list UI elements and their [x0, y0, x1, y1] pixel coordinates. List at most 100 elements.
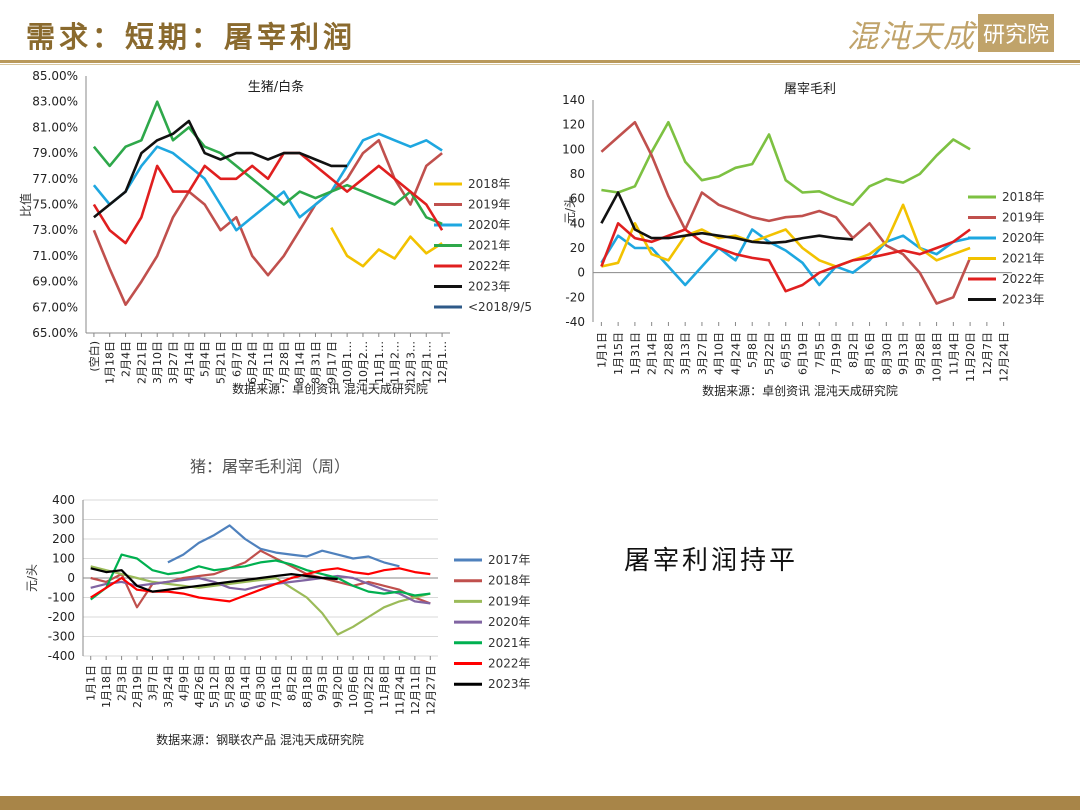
series-line	[601, 120, 971, 207]
x-tick-label: 1月15日	[612, 332, 625, 375]
x-tick-label: 11月1…	[373, 341, 386, 384]
x-tick-label: 11月8日	[378, 665, 391, 708]
x-tick-label: 11月20日	[964, 332, 977, 382]
legend-label: <2018/9/5	[468, 300, 532, 314]
x-tick-label: 9月17日	[325, 341, 338, 384]
y-tick-label: 77.00%	[32, 172, 78, 186]
x-tick-label: 1月1日	[85, 665, 98, 701]
y-tick-label: 100	[52, 552, 75, 566]
x-tick-label: 3月27日	[696, 332, 709, 375]
x-tick-label: 11月2…	[389, 341, 402, 384]
x-tick-label: 5月22日	[763, 332, 776, 375]
legend-label: 2018年	[1002, 190, 1045, 204]
logo-box: 研究院	[977, 14, 1054, 52]
legend-label: 2020年	[1002, 231, 1045, 245]
x-tick-label: 8月16日	[864, 332, 877, 375]
legend-label: 2017年	[488, 553, 531, 567]
x-tick-label: 2月4日	[120, 341, 133, 377]
legend-label: 2021年	[1002, 252, 1045, 266]
chart-title: 生猪/白条	[248, 79, 304, 95]
y-tick-label: -20	[565, 290, 585, 304]
y-tick-label: 81.00%	[32, 120, 78, 134]
x-tick-label: 3月7日	[146, 665, 159, 701]
x-tick-label: 5月21日	[215, 341, 228, 384]
page-title: 需求：短期：屠宰利润	[26, 20, 357, 54]
x-tick-label: 12月27日	[424, 665, 437, 715]
series-line	[90, 553, 431, 601]
legend-label: 2021年	[488, 636, 531, 650]
x-tick-label: (空白)	[87, 341, 101, 372]
chart-3: 猪：屠宰毛利润（周） -400 -300 -200 -100 0 100 200 300 400 元…	[25, 457, 531, 747]
legend-label: 2022年	[488, 657, 531, 671]
x-tick-label: 7月28日	[278, 341, 291, 384]
y-tick-label: -400	[48, 649, 75, 663]
legend-label: 2022年	[468, 259, 511, 273]
x-tick-label: 2月19日	[131, 665, 144, 708]
y-tick-label: 400	[52, 493, 75, 507]
legend-label: 2022年	[1002, 272, 1045, 286]
x-tick-label: 6月19日	[797, 332, 810, 375]
x-tick-label: 3月10日	[151, 341, 164, 384]
x-tick-label: 9月3日	[316, 665, 329, 701]
x-tick-label: 12月3…	[404, 341, 417, 384]
brand-logo: 混沌天成 研究院	[846, 12, 1054, 55]
x-tick-label: 9月13日	[897, 332, 910, 375]
series-line	[93, 119, 348, 219]
y-tick-label: -40	[565, 315, 585, 329]
header-rule-thin	[0, 64, 1080, 65]
series-line	[601, 203, 971, 268]
chart-title: 屠宰毛利	[784, 81, 836, 97]
y-tick-label: 69.00%	[32, 275, 78, 289]
source-note: 数据来源：卓创资讯 混沌天成研究院	[232, 381, 428, 396]
legend-label: 2018年	[488, 574, 531, 588]
legend-label: 2018年	[468, 177, 511, 191]
series-line	[92, 151, 444, 245]
x-tick-label: 4月14日	[183, 341, 196, 384]
y-tick-label: 80	[570, 167, 585, 181]
x-tick-label: 7月11日	[262, 341, 275, 384]
y-axis-label: 元/头	[25, 564, 39, 592]
x-tick-label: 6月30日	[255, 665, 268, 708]
x-tick-label: 6月7日	[230, 341, 243, 377]
x-tick-label: 8月18日	[301, 665, 314, 708]
x-tick-label: 3月24日	[162, 665, 175, 708]
series-line	[90, 567, 338, 593]
x-tick-label: 3月13日	[679, 332, 692, 375]
series-line	[600, 120, 972, 305]
x-tick-label: 4月26日	[193, 665, 206, 708]
y-tick-label: 40	[570, 216, 585, 230]
x-tick-label: 5月28日	[224, 665, 237, 708]
legend-label: 2023年	[488, 677, 531, 691]
footer-bar	[0, 796, 1080, 810]
x-tick-label: 11月4日	[947, 332, 960, 375]
series-line	[90, 565, 431, 636]
logo-script: 混沌天成	[846, 18, 975, 55]
series-line	[92, 139, 443, 306]
y-tick-label: -200	[48, 610, 75, 624]
legend-label: 2021年	[468, 239, 511, 253]
x-tick-label: 8月2日	[847, 332, 860, 368]
x-tick-label: 6月14日	[239, 665, 252, 708]
y-tick-label: 73.00%	[32, 223, 78, 237]
y-tick-label: 20	[570, 241, 585, 255]
x-tick-label: 12月1…	[436, 341, 449, 384]
y-tick-label: 79.00%	[32, 146, 78, 160]
x-tick-label: 1月1日	[595, 332, 608, 368]
legend-label: 2020年	[488, 615, 531, 629]
y-axis-label: 比值	[18, 193, 33, 217]
series-line	[167, 524, 400, 568]
x-tick-label: 10月22日	[363, 665, 376, 715]
y-tick-label: 75.00%	[32, 198, 78, 212]
y-axis-label: 元/头	[563, 196, 577, 224]
legend-label: 2023年	[1002, 293, 1045, 307]
x-tick-label: 4月9日	[177, 665, 190, 701]
x-tick-label: 12月24日	[998, 332, 1011, 382]
y-tick-label: 67.00%	[32, 300, 78, 314]
x-tick-label: 1月18日	[100, 665, 113, 708]
x-tick-label: 6月24日	[246, 341, 259, 384]
x-tick-label: 5月12日	[208, 665, 221, 708]
x-tick-label: 10月6日	[347, 665, 360, 708]
x-tick-label: 3月27日	[167, 341, 180, 384]
x-tick-label: 6月5日	[780, 332, 793, 368]
